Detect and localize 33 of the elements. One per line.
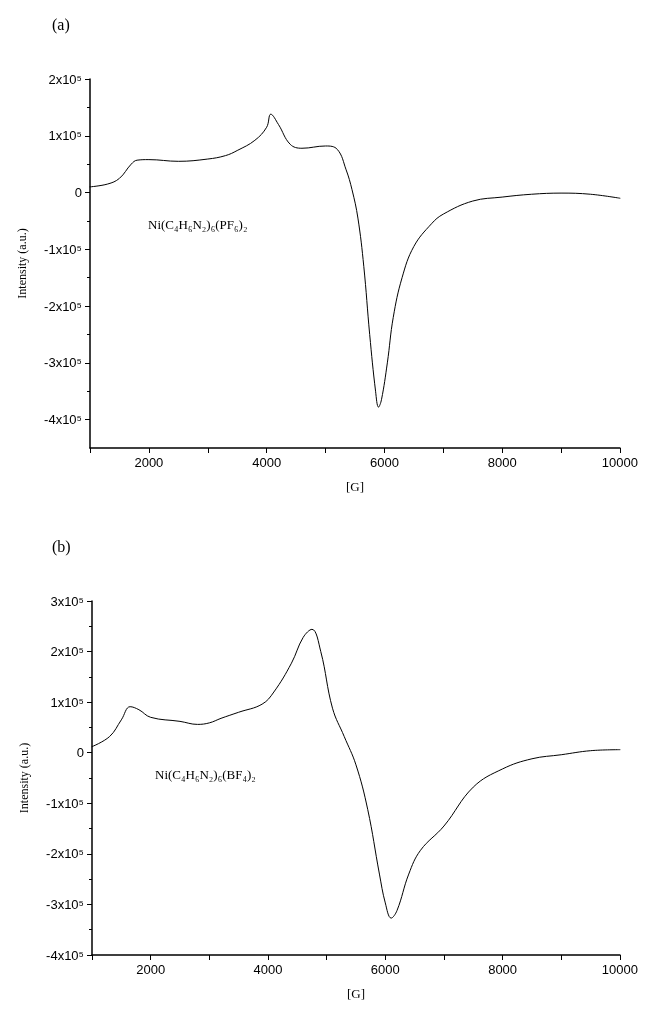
- y-tick-label: -3x10⁵: [44, 355, 82, 371]
- x-axis-title: [G]: [346, 986, 365, 1001]
- x-tick-label: 4000: [252, 455, 282, 470]
- x-tick-label: 6000: [370, 962, 400, 977]
- y-tick-label: 1x10⁵: [50, 694, 84, 710]
- y-tick-label: 2x10⁵: [50, 644, 84, 660]
- y-tick-label: -2x10⁵: [46, 846, 84, 862]
- x-tick-label: 6000: [369, 455, 399, 470]
- y-tick-label: 3x10⁵: [50, 593, 84, 609]
- annotation: Ni(C₄H₆N₂)₆(BF₄)₂: [155, 767, 256, 782]
- y-tick-label: 0: [74, 185, 82, 201]
- annotation: Ni(C₄H₆N₂)₆(PF₆)₂: [148, 217, 248, 232]
- y-tick-label: -1x10⁵: [44, 241, 82, 257]
- x-tick-label: 10000: [601, 962, 638, 977]
- y-tick-label: -4x10⁵: [44, 412, 82, 428]
- x-tick-label: 2000: [136, 962, 166, 977]
- x-tick-label: 4000: [253, 962, 283, 977]
- y-tick-label: 1x10⁵: [48, 128, 82, 144]
- y-tick-label: -1x10⁵: [46, 795, 84, 811]
- x-tick-label: 8000: [487, 455, 517, 470]
- y-tick-label: -2x10⁵: [44, 298, 82, 314]
- x-tick-label: 2000: [134, 455, 164, 470]
- chart-title: (b): [52, 537, 71, 556]
- y-axis-title: Intensity (a.u.): [17, 742, 31, 814]
- y-axis-title: Intensity (a.u.): [15, 228, 29, 299]
- y-tick-label: 0: [76, 745, 84, 761]
- x-tick-label: 8000: [488, 962, 518, 977]
- y-tick-label: -4x10⁵: [46, 947, 84, 963]
- x-tick-label: 10000: [601, 455, 638, 470]
- y-tick-label: 2x10⁵: [48, 71, 82, 87]
- y-tick-label: -3x10⁵: [46, 896, 84, 912]
- chart-title: (a): [52, 15, 70, 34]
- x-axis-title: [G]: [345, 479, 364, 494]
